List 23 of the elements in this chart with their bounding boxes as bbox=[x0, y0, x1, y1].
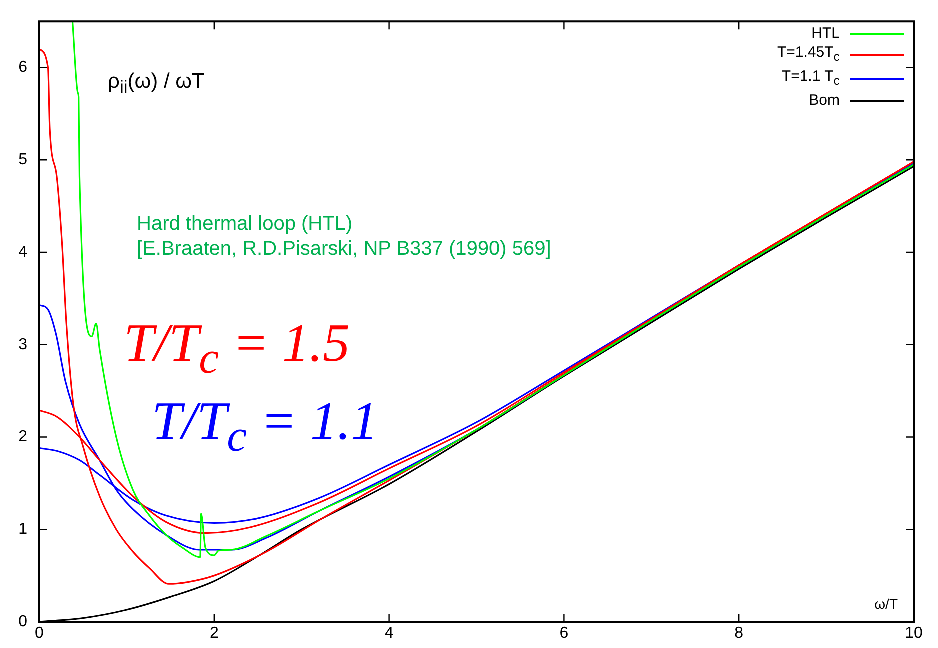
x-tick-label: 8 bbox=[734, 625, 744, 642]
legend-label: T=1.1 T$_{c}$ bbox=[782, 67, 840, 90]
x-tick-label: 0 bbox=[35, 625, 44, 642]
y-tick-label: 6 bbox=[18, 59, 28, 76]
y-tick-label: 1 bbox=[18, 521, 28, 538]
y-tick-label: 3 bbox=[18, 336, 28, 354]
annotation: Hard thermal loop (HTL) bbox=[137, 213, 353, 236]
annotation: [E.Braaten, R.D.Pisarski, NP B337 (1990) 569] bbox=[137, 238, 552, 261]
x-tick-label: 6 bbox=[560, 625, 569, 642]
x-tick-label: 10 bbox=[905, 625, 923, 642]
annotation: T/T$_{c}$ = 1.1 bbox=[152, 390, 378, 462]
y-tick-label: 5 bbox=[18, 152, 28, 169]
x-tick-label: 4 bbox=[384, 625, 394, 642]
x-tick-label: 2 bbox=[210, 625, 219, 642]
legend-label: HTL bbox=[812, 24, 840, 43]
y-tick-label: 2 bbox=[18, 428, 28, 446]
legend-label: Bom bbox=[809, 91, 840, 110]
x-axis-title: ω/T bbox=[874, 596, 898, 612]
y-tick-label: 0 bbox=[18, 613, 28, 630]
legend-label: T=1.45T$_{c}$ bbox=[777, 43, 840, 66]
annotation: T/T$_{c}$ = 1.5 bbox=[124, 312, 350, 384]
y-axis-title: ρ$_{ii}$(ω) / ωT bbox=[108, 70, 205, 98]
y-tick-label: 4 bbox=[18, 244, 28, 261]
